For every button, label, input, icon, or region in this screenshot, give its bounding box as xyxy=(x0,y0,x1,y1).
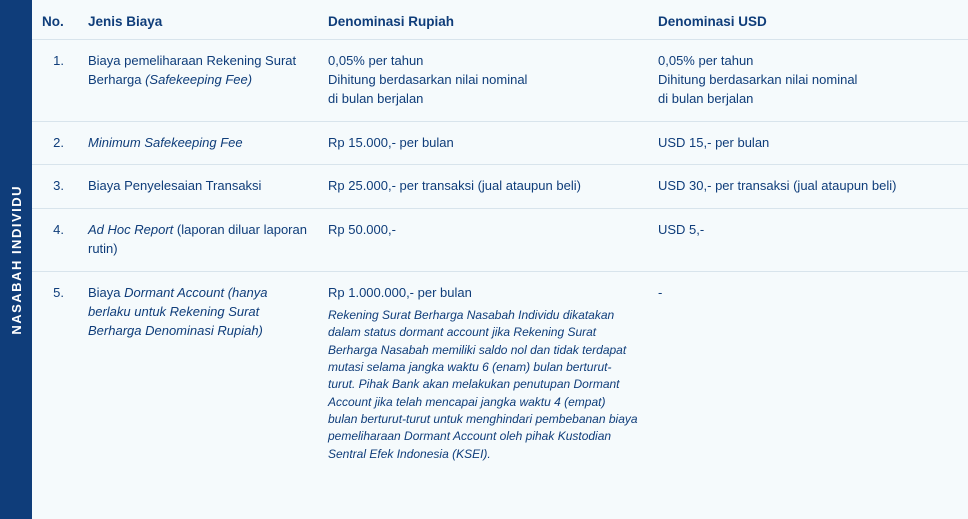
usd-value: 0,05% per tahunDihitung berdasarkan nila… xyxy=(658,52,958,109)
cell-idr: Rp 25.000,- per transaksi (jual ataupun … xyxy=(318,165,648,209)
table-row: 1. Biaya pemeliharaan Rekening Surat Ber… xyxy=(32,40,968,122)
table-row: 2. Minimum Safekeeping Fee Rp 15.000,- p… xyxy=(32,121,968,165)
cell-jenis: Ad Hoc Report (laporan diluar laporan ru… xyxy=(78,209,318,272)
fee-table: No. Jenis Biaya Denominasi Rupiah Denomi… xyxy=(32,0,968,475)
idr-value: 0,05% per tahunDihitung berdasarkan nila… xyxy=(328,52,638,109)
table-row: 5. Biaya Dormant Account (hanya berlaku … xyxy=(32,271,968,475)
cell-jenis: Minimum Safekeeping Fee xyxy=(78,121,318,165)
cell-no: 1. xyxy=(32,40,78,122)
col-header-no: No. xyxy=(32,0,78,40)
jenis-text: Biaya xyxy=(88,285,124,300)
category-label: NASABAH INDIVIDU xyxy=(9,185,24,335)
cell-no: 4. xyxy=(32,209,78,272)
cell-idr: Rp 15.000,- per bulan xyxy=(318,121,648,165)
category-sideband: NASABAH INDIVIDU xyxy=(0,0,32,519)
idr-value: Rp 50.000,- xyxy=(328,221,638,240)
jenis-italic: Minimum Safekeeping Fee xyxy=(88,135,243,150)
idr-value: Rp 25.000,- per transaksi (jual ataupun … xyxy=(328,177,638,196)
fee-table-panel: No. Jenis Biaya Denominasi Rupiah Denomi… xyxy=(32,0,968,519)
cell-usd: 0,05% per tahunDihitung berdasarkan nila… xyxy=(648,40,968,122)
col-header-usd: Denominasi USD xyxy=(648,0,968,40)
cell-no: 3. xyxy=(32,165,78,209)
usd-value: - xyxy=(658,284,958,303)
cell-usd: USD 30,- per transaksi (jual ataupun bel… xyxy=(648,165,968,209)
usd-value: USD 15,- per bulan xyxy=(658,134,958,153)
col-header-idr: Denominasi Rupiah xyxy=(318,0,648,40)
idr-footnote: Rekening Surat Berharga Nasabah Individu… xyxy=(328,307,638,464)
cell-usd: USD 15,- per bulan xyxy=(648,121,968,165)
cell-jenis: Biaya Dormant Account (hanya berlaku unt… xyxy=(78,271,318,475)
cell-usd: - xyxy=(648,271,968,475)
usd-value: USD 30,- per transaksi (jual ataupun bel… xyxy=(658,177,958,196)
jenis-text: Biaya Penyelesaian Transaksi xyxy=(88,178,261,193)
table-row: 3. Biaya Penyelesaian Transaksi Rp 25.00… xyxy=(32,165,968,209)
jenis-italic: (Safekeeping Fee) xyxy=(145,72,252,87)
cell-jenis: Biaya Penyelesaian Transaksi xyxy=(78,165,318,209)
cell-idr: Rp 1.000.000,- per bulan Rekening Surat … xyxy=(318,271,648,475)
cell-idr: 0,05% per tahunDihitung berdasarkan nila… xyxy=(318,40,648,122)
idr-value: Rp 15.000,- per bulan xyxy=(328,134,638,153)
cell-no: 5. xyxy=(32,271,78,475)
cell-usd: USD 5,- xyxy=(648,209,968,272)
table-header-row: No. Jenis Biaya Denominasi Rupiah Denomi… xyxy=(32,0,968,40)
usd-value: USD 5,- xyxy=(658,221,958,240)
col-header-jenis: Jenis Biaya xyxy=(78,0,318,40)
jenis-italic: Ad Hoc Report xyxy=(88,222,173,237)
cell-idr: Rp 50.000,- xyxy=(318,209,648,272)
table-row: 4. Ad Hoc Report (laporan diluar laporan… xyxy=(32,209,968,272)
idr-value: Rp 1.000.000,- per bulan xyxy=(328,284,638,303)
cell-jenis: Biaya pemeliharaan Rekening Surat Berhar… xyxy=(78,40,318,122)
cell-no: 2. xyxy=(32,121,78,165)
